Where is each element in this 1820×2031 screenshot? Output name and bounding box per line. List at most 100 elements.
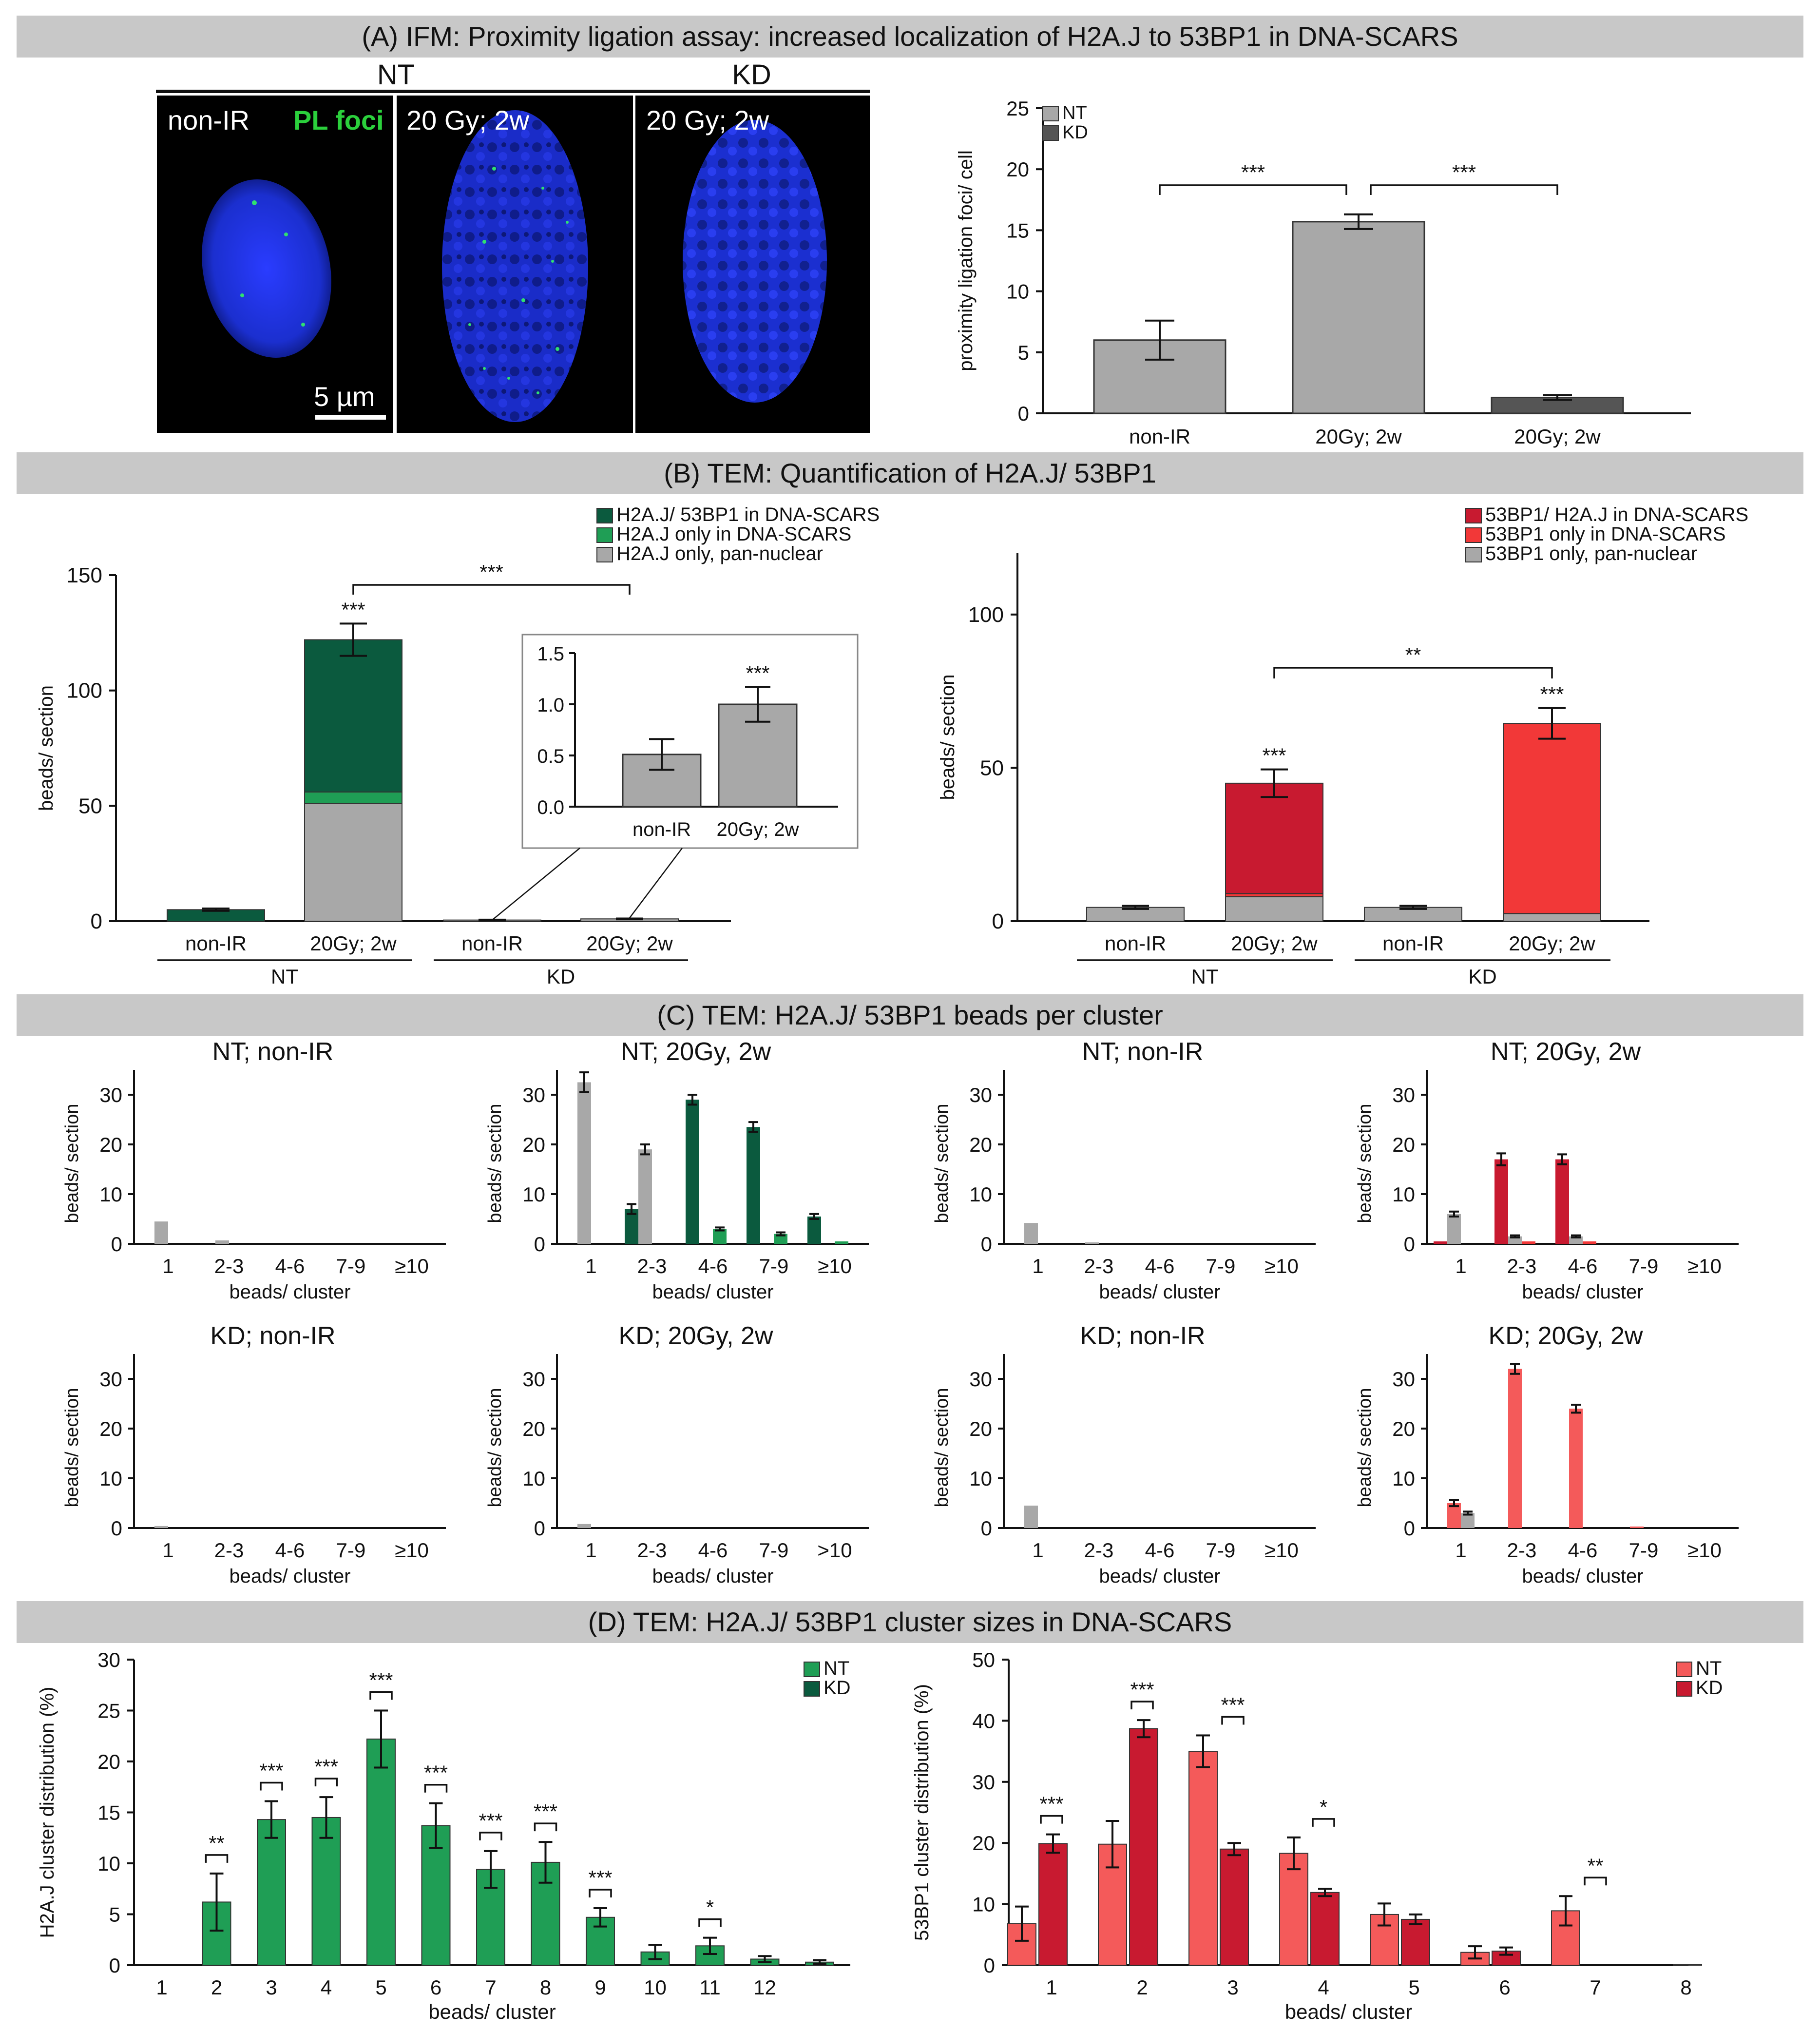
legend-swatch-B-left-1 bbox=[596, 527, 613, 543]
bar-D-right-2-s1 bbox=[1220, 1848, 1249, 1966]
group-label-B-left-1: KD bbox=[547, 965, 575, 988]
category-label-D-right-3: 4 bbox=[1318, 1976, 1329, 1999]
category-label-B-right-0: non-IR bbox=[1105, 932, 1166, 955]
star-bracket-D-left-7 bbox=[534, 1822, 557, 1832]
axis-C4-xlabel: beads/ cluster bbox=[1522, 1281, 1643, 1303]
banner-section-c: (C) TEM: H2A.J/ 53BP1 beads per cluster bbox=[17, 994, 1803, 1036]
legend-swatch-B-right-0 bbox=[1465, 508, 1482, 523]
axis-C6-ytick-label: 20 bbox=[522, 1417, 545, 1440]
category-label-C3-2: 4-6 bbox=[1145, 1255, 1175, 1277]
inset-category-label-0: non-IR bbox=[632, 819, 691, 840]
bar-C2-2-s0 bbox=[686, 1100, 699, 1244]
significance-b-right bbox=[1273, 667, 1553, 678]
axis-D-right-ytick-label: 30 bbox=[972, 1771, 995, 1794]
significance-b-left-label: *** bbox=[479, 561, 503, 583]
category-label-C6-1: 2-3 bbox=[637, 1539, 667, 1562]
bar-D-left-4-s0 bbox=[366, 1739, 396, 1966]
bar-D-right-4-s1 bbox=[1401, 1918, 1430, 1966]
axis-C6-ylabel: beads/ section bbox=[485, 1388, 505, 1507]
axis-a-ytick-label: 25 bbox=[1006, 97, 1029, 120]
bar-C8-0-s1 bbox=[1461, 1513, 1475, 1528]
micrograph-group-nt-label: NT bbox=[377, 59, 415, 91]
star-D-left-6: *** bbox=[479, 1809, 502, 1832]
bar-D-right-6-s0 bbox=[1551, 1910, 1580, 1966]
category-label-D-right-4: 5 bbox=[1408, 1976, 1419, 1999]
category-label-C2-4: ≥10 bbox=[818, 1255, 852, 1277]
axis-C7-ylabel: beads/ section bbox=[932, 1388, 952, 1507]
legend-label-D-left-1: KD bbox=[824, 1677, 851, 1699]
axis-C6-ytick-label: 0 bbox=[534, 1517, 545, 1540]
significance-a-1-label: *** bbox=[1241, 161, 1265, 184]
axis-B-right-ytick-label: 100 bbox=[968, 603, 1004, 627]
category-label-C2-2: 4-6 bbox=[698, 1255, 728, 1277]
bar-B-left-1-s1 bbox=[304, 791, 402, 804]
axis-B-right-ytick-label: 50 bbox=[980, 756, 1004, 780]
category-label-C7-4: ≥10 bbox=[1264, 1539, 1299, 1562]
bar-C3-0-s1 bbox=[1024, 1223, 1038, 1244]
chart-title-C6: KD; 20Gy, 2w bbox=[619, 1322, 773, 1350]
inset-box bbox=[521, 634, 859, 849]
legend-swatch-a-0 bbox=[1042, 106, 1059, 121]
micrograph-group-nt-line bbox=[156, 90, 636, 93]
axis-C2-ytick-label: 20 bbox=[522, 1133, 545, 1156]
category-label-a-2: 20Gy; 2w bbox=[1514, 425, 1601, 448]
star-bracket-D-left-3 bbox=[314, 1778, 338, 1787]
axis-C6-ytick-label: 10 bbox=[522, 1467, 545, 1490]
legend-swatch-D-right-1 bbox=[1676, 1681, 1692, 1697]
legend-label-B-left-1: H2A.J only in DNA-SCARS bbox=[616, 523, 851, 545]
category-label-D-left-1: 2 bbox=[211, 1976, 222, 1999]
star-B-right-1: *** bbox=[1262, 744, 1286, 767]
axis-D-right-ytick-label: 10 bbox=[972, 1893, 995, 1916]
axis-C2-ylabel: beads/ section bbox=[485, 1103, 505, 1223]
axis-a-ytick-label: 15 bbox=[1006, 219, 1029, 242]
chart-title-C7: KD; non-IR bbox=[1080, 1322, 1205, 1350]
category-label-C5-4: ≥10 bbox=[395, 1539, 429, 1562]
star-bracket-D-left-1 bbox=[205, 1854, 229, 1863]
legend-swatch-B-right-1 bbox=[1465, 527, 1482, 543]
chart-title-C4: NT; 20Gy, 2w bbox=[1491, 1038, 1641, 1066]
axis-D-left-xlabel: beads/ cluster bbox=[428, 2000, 556, 2023]
group-label-B-right-0: NT bbox=[1191, 965, 1219, 988]
star-D-left-7: *** bbox=[534, 1800, 557, 1823]
category-label-C4-1: 2-3 bbox=[1507, 1255, 1537, 1277]
category-label-C2-0: 1 bbox=[585, 1255, 596, 1277]
bar-C7-0-s1 bbox=[1024, 1506, 1038, 1528]
axis-C1-ylabel: beads/ section bbox=[62, 1103, 82, 1223]
category-label-D-right-0: 1 bbox=[1046, 1976, 1057, 1999]
category-label-C1-3: 7-9 bbox=[336, 1255, 366, 1277]
inset-category-label-1: 20Gy; 2w bbox=[717, 819, 799, 840]
category-label-D-left-7: 8 bbox=[540, 1976, 551, 1999]
bar-C6-0-s1 bbox=[577, 1524, 591, 1528]
category-label-a-0: non-IR bbox=[1129, 425, 1190, 448]
star-D-left-8: *** bbox=[588, 1866, 612, 1889]
axis-C7-xlabel: beads/ cluster bbox=[1099, 1566, 1220, 1587]
bar-C1-0-s1 bbox=[154, 1221, 168, 1244]
category-label-C3-4: ≥10 bbox=[1264, 1255, 1299, 1277]
bar-C8-3-s0 bbox=[1630, 1526, 1644, 1528]
axis-C1-ytick-label: 0 bbox=[111, 1233, 122, 1256]
inset-star-1: *** bbox=[746, 661, 769, 684]
axis-C5-xlabel: beads/ cluster bbox=[229, 1566, 350, 1587]
axis-C1-ytick-label: 20 bbox=[99, 1133, 122, 1156]
category-label-D-left-0: 1 bbox=[156, 1976, 167, 1999]
axis-a-ytick-label: 20 bbox=[1006, 158, 1029, 181]
bar-D-left-3-s0 bbox=[311, 1817, 341, 1966]
star-bracket-D-right-0 bbox=[1040, 1815, 1063, 1824]
axis-C3-xlabel: beads/ cluster bbox=[1099, 1281, 1220, 1303]
micrograph-group-kd-line bbox=[633, 90, 870, 93]
axis-a-ylabel: proximity ligation foci/ cell bbox=[955, 150, 977, 371]
category-label-C4-2: 4-6 bbox=[1568, 1255, 1598, 1277]
inset-ytick-label: 0.5 bbox=[537, 746, 564, 767]
category-label-C5-0: 1 bbox=[162, 1539, 173, 1562]
bar-C2-1-s1 bbox=[638, 1149, 652, 1244]
bar-C2-3-s0 bbox=[747, 1127, 760, 1244]
bar-C8-0-s0 bbox=[1447, 1503, 1461, 1528]
bar-C4-2-s2 bbox=[1583, 1241, 1596, 1244]
category-label-C2-1: 2-3 bbox=[637, 1255, 667, 1277]
category-label-C6-0: 1 bbox=[585, 1539, 596, 1562]
category-label-C4-3: 7-9 bbox=[1629, 1255, 1659, 1277]
micrograph-2-label: 20 Gy; 2w bbox=[406, 105, 530, 135]
bar-C4-2-s0 bbox=[1555, 1159, 1569, 1244]
category-label-D-right-5: 6 bbox=[1499, 1976, 1510, 1999]
bar-D-left-6-s0 bbox=[476, 1869, 505, 1966]
